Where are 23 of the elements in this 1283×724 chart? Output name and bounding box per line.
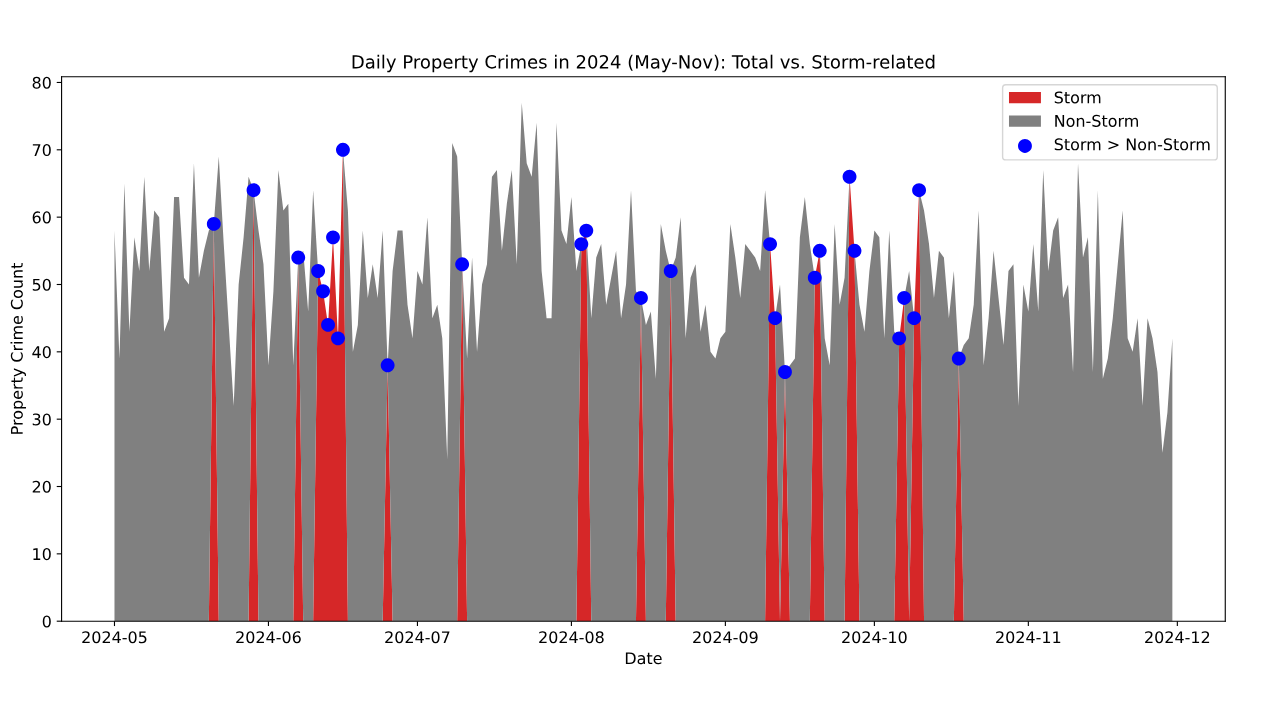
y-axis-title: Property Crime Count	[10, 263, 26, 434]
x-tick-label: 2024-09	[693, 631, 758, 644]
x-tick-label: 2024-08	[539, 631, 604, 644]
x-tick-label: 2024-11	[996, 631, 1061, 644]
y-tick-label: 0	[42, 615, 51, 628]
y-tick-label: 20	[32, 480, 51, 493]
chart-title: Daily Property Crimes in 2024 (May-Nov): Total vs. Storm-related	[352, 54, 935, 73]
legend-label: Non-Storm	[1055, 114, 1138, 127]
x-tick-label: 2024-05	[82, 631, 147, 644]
y-tick-label: 60	[32, 211, 51, 224]
x-tick-label: 2024-06	[236, 631, 301, 644]
y-tick-label: 30	[32, 413, 51, 426]
x-tick-label: 2024-12	[1145, 631, 1210, 644]
legend-label: Storm > Non-Storm	[1054, 138, 1210, 151]
legend-label: Storm	[1054, 91, 1101, 104]
y-tick-label: 70	[32, 144, 51, 157]
y-tick-label: 40	[32, 346, 51, 359]
x-tick-label: 2024-10	[842, 631, 907, 644]
x-tick-label: 2024-07	[385, 631, 450, 644]
y-tick-label: 10	[33, 548, 51, 561]
y-tick-label: 50	[32, 278, 51, 291]
x-axis-title: Date	[625, 652, 662, 665]
y-tick-label: 80	[32, 76, 51, 89]
